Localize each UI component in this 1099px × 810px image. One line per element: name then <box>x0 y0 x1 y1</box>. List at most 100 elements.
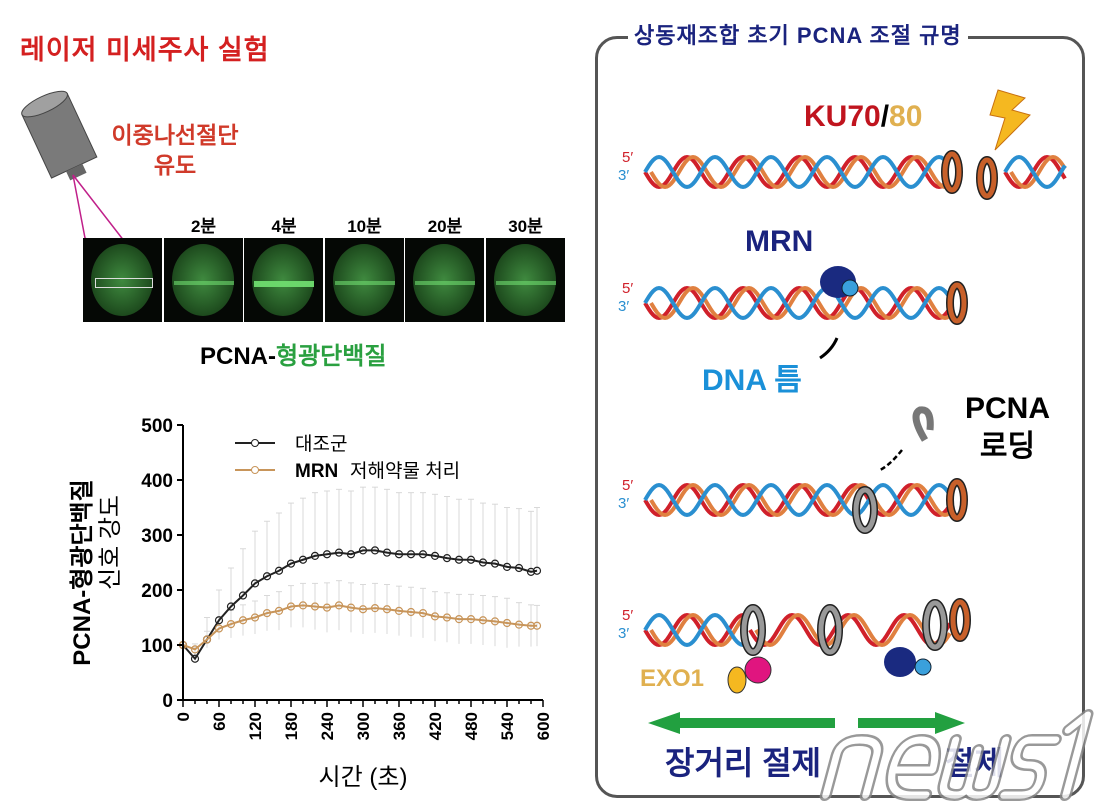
data-point <box>310 551 320 560</box>
ku70-80-ring-fill <box>977 157 997 199</box>
data-point <box>406 550 416 559</box>
data-point <box>334 601 344 610</box>
ku70-80-ring-fill <box>947 479 967 521</box>
three-prime-label: 3′ <box>618 167 629 184</box>
series-line <box>182 549 538 661</box>
y-tick-label: 0 <box>162 691 173 712</box>
data-point <box>226 620 236 629</box>
legend-marker-mrn <box>251 466 259 474</box>
data-point <box>442 613 452 622</box>
arrow-icon <box>819 337 839 360</box>
data-point <box>532 621 542 630</box>
x-tick-label: 240 <box>318 712 337 740</box>
mechanism-title: 상동재조합 초기 PCNA 조절 규명 <box>628 18 968 50</box>
data-point <box>370 604 380 613</box>
x-tick-label: 600 <box>534 712 553 740</box>
data-point <box>502 562 512 571</box>
x-axis-label: 시간 (초) <box>319 764 408 791</box>
dna-diagram: 5′3′5′3′5′3′5′3′ <box>618 89 1067 734</box>
data-point <box>466 615 476 624</box>
dna-nick-label: DNA 틈 <box>702 364 802 397</box>
y-axis-label-line1: PCNA-형광단백질 <box>69 479 96 665</box>
five-prime-label: 5′ <box>622 607 633 624</box>
exo1-label: EXO1 <box>640 665 705 692</box>
data-point <box>214 624 224 633</box>
data-point <box>454 615 464 624</box>
pcna-ring-loading <box>912 406 934 442</box>
data-point <box>298 601 308 610</box>
dashed-arrow-icon <box>879 449 903 472</box>
data-point <box>466 555 476 564</box>
x-tick-label: 180 <box>282 712 301 740</box>
y-tick-label: 100 <box>141 636 173 657</box>
y-tick-label: 500 <box>141 416 173 437</box>
series-line <box>182 604 537 651</box>
ssdna-orange <box>754 612 952 648</box>
legend-marker-control <box>251 439 259 447</box>
five-prime-label: 5′ <box>622 149 633 166</box>
data-point <box>442 554 452 563</box>
y-tick-label: 200 <box>141 581 173 602</box>
data-point <box>418 550 428 559</box>
timepoint-label: 30분 <box>508 217 543 236</box>
pcna-loading-label: PCNA 로딩 <box>965 392 1051 463</box>
helix-1b-strand-red <box>1003 154 1067 190</box>
data-point <box>286 559 296 568</box>
data-point <box>478 616 488 625</box>
data-point <box>430 612 440 621</box>
data-point <box>394 550 404 559</box>
laser-microirradiation-title: 레이저 미세주사 실험 <box>20 35 270 65</box>
data-point <box>490 617 500 626</box>
pcna-ring-fill <box>741 605 765 655</box>
data-point <box>406 607 416 617</box>
helix-4-strand-blue <box>643 612 751 648</box>
helix-2-strand-red <box>643 285 951 321</box>
pcna-intensity-chart: 0 100 200 300 400 500 0 60 120 180 240 300 360 420 480… <box>69 416 553 791</box>
mrn-complex <box>884 647 916 677</box>
data-point <box>226 602 236 611</box>
x-tick-label: 540 <box>498 712 517 740</box>
data-point <box>286 602 296 611</box>
x-tick-label: 0 <box>174 712 193 721</box>
three-prime-label: 3′ <box>618 625 629 642</box>
y-axis-label-line2: 신호 강도 <box>97 495 124 590</box>
timepoint-label: 10분 <box>347 217 382 236</box>
pcna-fluorescent-label: PCNA-형광단백질 <box>200 343 387 370</box>
timepoint-label: 20분 <box>427 217 463 236</box>
data-point <box>322 603 332 612</box>
helix-3-strand-blue <box>643 482 951 518</box>
helix-1b-strand-blue <box>1003 154 1067 190</box>
data-point <box>514 620 524 629</box>
data-point <box>274 566 284 575</box>
data-point <box>250 579 260 588</box>
data-point <box>322 550 332 559</box>
mrn-subunit <box>914 658 932 676</box>
data-point <box>238 591 248 600</box>
news1-logo-stroke <box>822 711 1091 799</box>
data-point <box>238 616 248 625</box>
data-point <box>502 618 512 628</box>
data-point <box>382 605 392 614</box>
exo1-protein <box>727 666 747 694</box>
data-point <box>190 654 200 663</box>
news1-logo-letters <box>819 709 1094 801</box>
data-point <box>250 613 260 622</box>
data-point <box>526 567 536 576</box>
dsb-induction-label: 이중나선절단 유도 <box>111 122 239 178</box>
x-tick-label: 360 <box>390 712 409 740</box>
three-prime-label: 3′ <box>618 298 629 315</box>
data-point <box>490 559 500 568</box>
cell-image <box>324 238 404 322</box>
data-point <box>334 548 344 557</box>
helix-1-strand-orange <box>649 154 946 190</box>
pcna-ring-fill <box>923 600 947 650</box>
ku70-80-ring-fill <box>942 151 962 193</box>
short-resection-arrow <box>858 712 965 734</box>
x-tick-label: 420 <box>426 712 445 740</box>
data-point <box>526 621 536 630</box>
data-point <box>262 572 272 581</box>
data-point <box>214 616 224 625</box>
long-range-resection-label: 장거리 절제 <box>665 745 822 781</box>
data-point <box>310 602 320 611</box>
